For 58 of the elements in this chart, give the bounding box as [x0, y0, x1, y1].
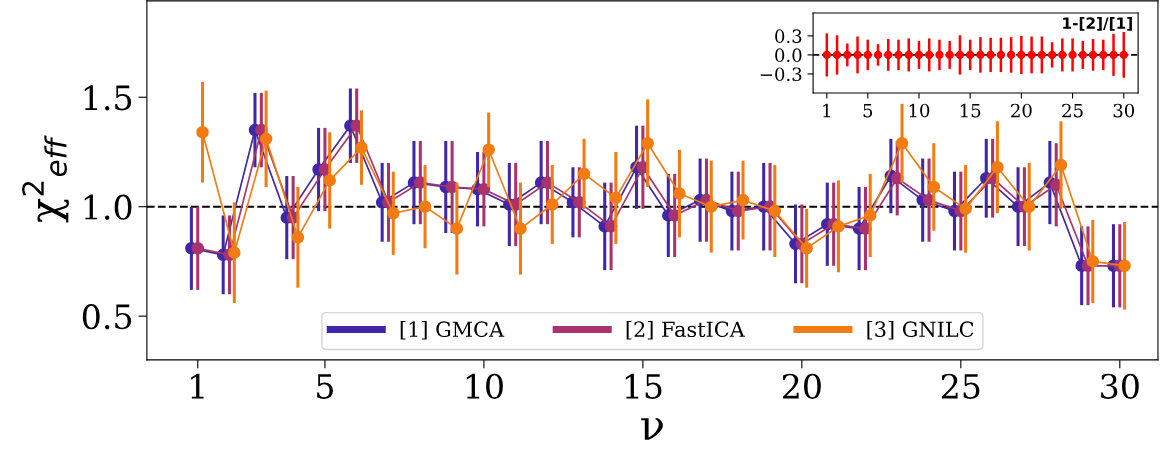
point	[418, 200, 432, 213]
point	[450, 222, 464, 235]
point	[991, 161, 1004, 174]
point	[291, 231, 305, 244]
point	[323, 174, 336, 187]
point	[768, 204, 782, 218]
x-tick-label: 1	[823, 103, 830, 118]
point	[704, 200, 718, 213]
y-tick-label: 0.5	[82, 304, 132, 330]
annotation: 1-[2]/[1]	[1063, 17, 1132, 31]
legend-label: [3] GNILC	[867, 321, 974, 340]
point	[514, 222, 527, 235]
point	[832, 220, 845, 233]
point	[355, 141, 368, 154]
y-tick-label: 0.3	[775, 29, 802, 43]
point	[959, 202, 972, 216]
legend-label: [1] GMCA	[400, 321, 505, 340]
point	[927, 180, 941, 194]
x-axis-title: ν	[641, 418, 663, 440]
point	[609, 191, 623, 205]
point	[863, 209, 877, 222]
x-tick-label: 30	[1101, 373, 1139, 399]
x-tick-label: 10	[466, 373, 503, 399]
x-tick-label: 10	[909, 103, 930, 118]
x-tick-label: 15	[625, 373, 662, 399]
point	[577, 167, 591, 181]
point	[1054, 158, 1068, 172]
y-tick-label: 1.5	[84, 85, 132, 111]
point	[546, 198, 559, 211]
point	[673, 187, 686, 200]
x-tick-label: 25	[941, 373, 980, 399]
y-tick-label: 0.0	[775, 48, 802, 63]
point	[191, 242, 204, 255]
point	[196, 126, 209, 139]
y-axis-title: χ$^{2}$$_{eff}$	[22, 135, 69, 223]
point	[1086, 255, 1100, 268]
x-tick-label: 15	[960, 103, 981, 118]
x-tick-label: 30	[1113, 103, 1135, 118]
legend-label: [2] FastICA	[626, 321, 745, 340]
point	[228, 246, 241, 259]
x-tick-label: 20	[782, 373, 821, 399]
x-tick-label: 1	[191, 373, 204, 399]
point	[736, 193, 750, 207]
point	[477, 182, 491, 196]
point	[1118, 259, 1131, 273]
point	[800, 242, 813, 255]
x-tick-label: 25	[1062, 103, 1083, 118]
x-tick-label: 5	[317, 374, 333, 399]
y-tick-label: −0.3	[760, 67, 802, 82]
x-tick-label: 5	[863, 103, 873, 118]
point	[482, 143, 495, 157]
y-tick-label: 1.0	[84, 194, 132, 220]
point	[259, 132, 273, 146]
point	[387, 207, 400, 220]
point	[1022, 200, 1036, 213]
point	[641, 136, 654, 150]
x-tick-label: 20	[1011, 103, 1032, 118]
point	[895, 136, 909, 150]
